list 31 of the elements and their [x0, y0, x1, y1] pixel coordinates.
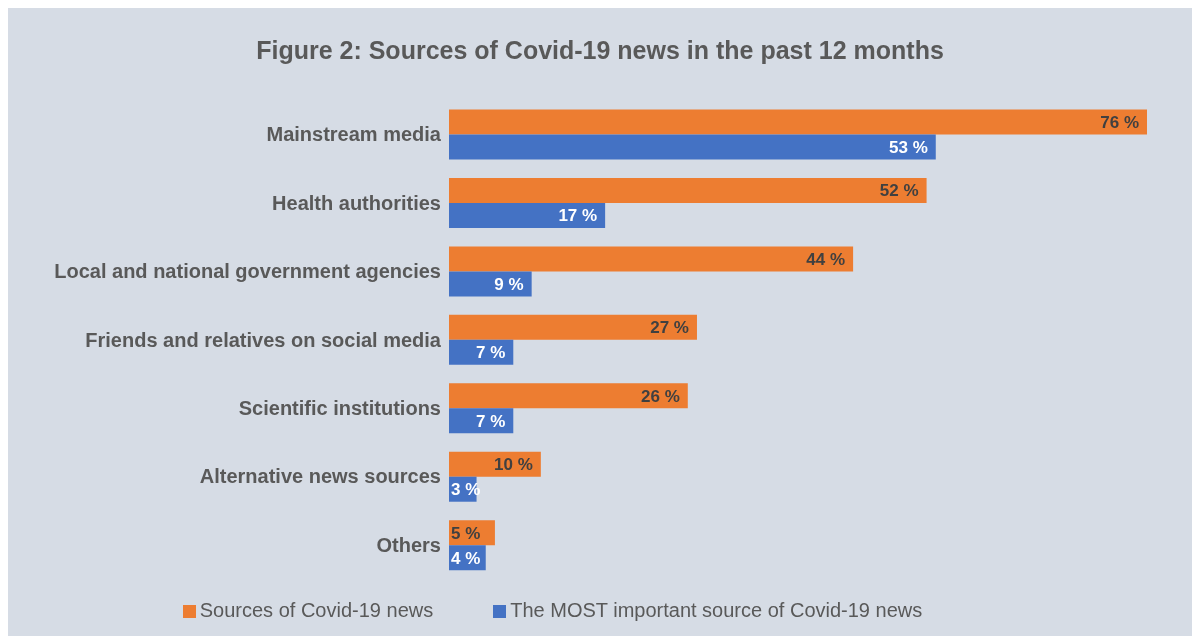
data-label: 17 %	[558, 206, 598, 226]
bar	[449, 178, 927, 204]
bar	[449, 203, 606, 229]
data-label: 44 %	[806, 249, 846, 269]
data-label: 5 %	[451, 523, 481, 543]
data-label: 53 %	[889, 138, 928, 158]
data-label: 26 %	[641, 386, 680, 406]
bar	[449, 246, 854, 272]
bar	[449, 109, 1147, 135]
y-tick-label: Alternative news sources	[199, 465, 441, 488]
y-tick-label: Friends and relatives on social media	[85, 328, 442, 351]
y-tick-label: Health authorities	[272, 191, 441, 214]
bar	[449, 134, 936, 160]
bar	[449, 271, 532, 297]
legend-label: The MOST important source of Covid-19 news	[510, 599, 923, 621]
legend-label: Sources of Covid-19 news	[199, 599, 434, 621]
chart-title: Figure 2: Sources of Covid-19 news in the past 12 months	[255, 35, 945, 64]
data-label: 4 %	[451, 548, 481, 568]
data-label: 7 %	[475, 411, 506, 431]
data-label: 76 %	[1100, 113, 1139, 133]
data-label: 27 %	[650, 318, 689, 338]
data-label: 10 %	[494, 455, 533, 475]
y-tick-label: Scientific institutions	[238, 397, 441, 420]
y-tick-label: Local and national government agencies	[54, 260, 441, 283]
data-label: 9 %	[494, 274, 524, 294]
data-label: 52 %	[879, 181, 919, 201]
y-tick-label: Others	[376, 533, 441, 556]
data-label: 7 %	[475, 343, 506, 363]
bar	[449, 314, 697, 340]
bar	[449, 383, 688, 409]
y-tick-label: Mainstream media	[266, 123, 442, 146]
